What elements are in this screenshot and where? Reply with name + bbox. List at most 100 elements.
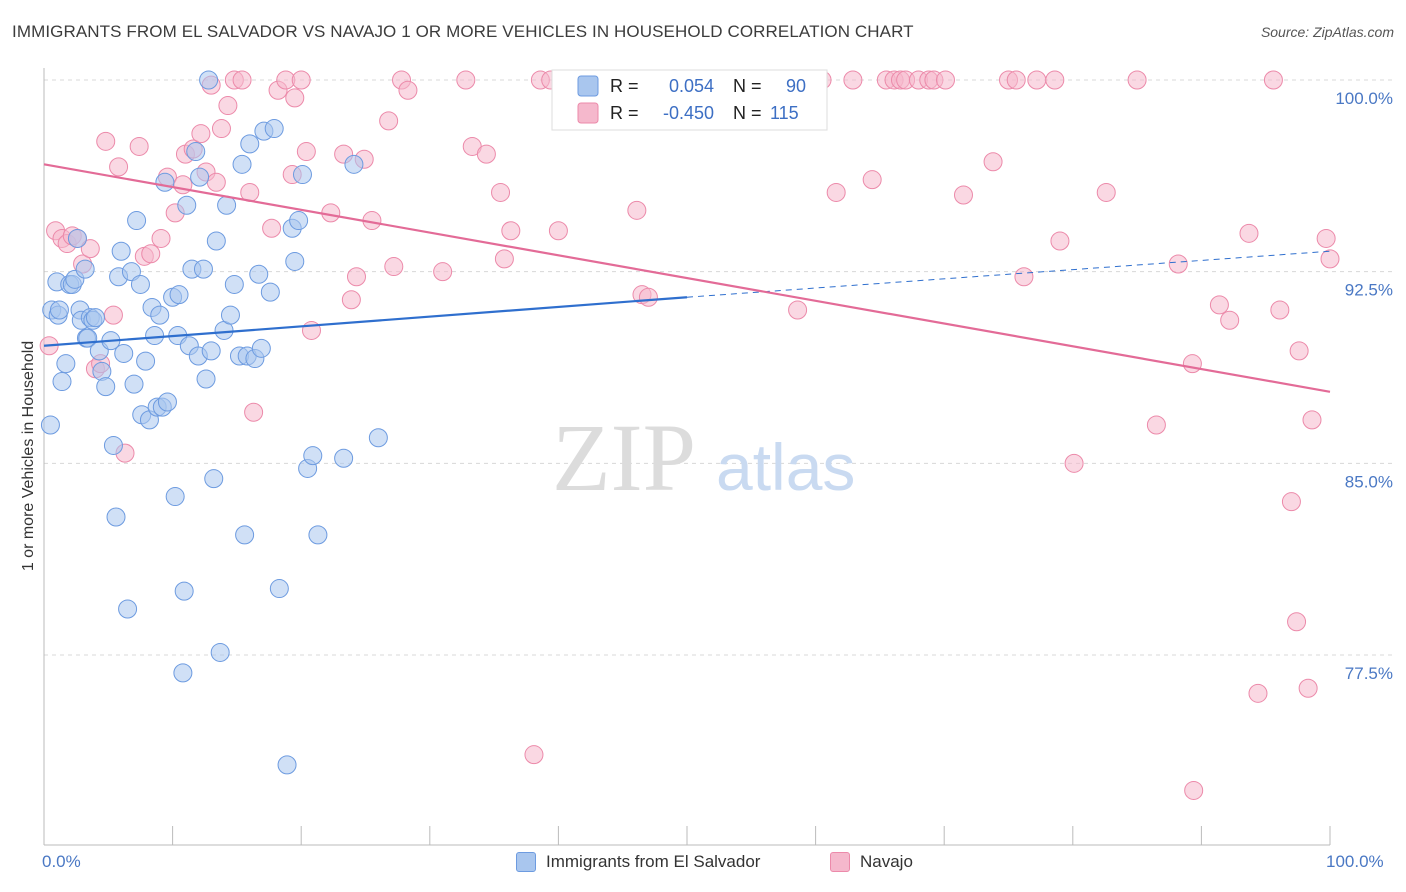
navajo-point-47 — [379, 111, 399, 131]
stats-pink-n-label: N = — [733, 103, 762, 123]
navajo-point-114 — [1320, 249, 1340, 269]
el-salvador-point-44 — [165, 487, 185, 507]
legend-item-el-salvador[interactable]: Immigrants from El Salvador — [516, 852, 760, 872]
navajo-point-107 — [1270, 300, 1290, 320]
legend-swatch-pink — [830, 852, 850, 872]
navajo-point-30 — [232, 70, 252, 90]
el-salvador-point-63 — [217, 195, 237, 215]
navajo-point-104 — [1239, 223, 1259, 243]
el-salvador-point-54 — [190, 167, 210, 187]
navajo-point-78 — [862, 170, 882, 190]
el-salvador-point-47 — [173, 663, 193, 683]
navajo-point-11 — [103, 305, 123, 325]
navajo-point-26 — [206, 172, 226, 192]
el-salvador-point-87 — [344, 154, 364, 174]
el-salvador-point-5 — [52, 372, 72, 392]
watermark-atlas: atlas — [716, 430, 855, 504]
navajo-point-103 — [1220, 310, 1240, 330]
navajo-point-16 — [141, 244, 161, 264]
stats-pink-swatch — [577, 102, 599, 124]
navajo-point-38 — [291, 70, 311, 90]
navajo-point-76 — [826, 182, 846, 202]
el-salvador-point-42 — [157, 392, 177, 412]
navajo-point-109 — [1287, 612, 1307, 632]
el-salvador-point-32 — [130, 274, 150, 294]
navajo-point-55 — [491, 182, 511, 202]
navajo-point-61 — [548, 221, 568, 241]
navajo-point-95 — [1064, 453, 1084, 473]
el-salvador-point-58 — [201, 341, 221, 361]
el-salvador-point-26 — [111, 241, 131, 261]
el-salvador-point-39 — [150, 305, 170, 325]
navajo-point-51 — [433, 262, 453, 282]
el-salvador-point-76 — [264, 119, 284, 139]
el-salvador-point-28 — [118, 599, 138, 619]
el-salvador-point-88 — [368, 428, 388, 448]
stats-legend-box: R = 0.054 N = 90 R = -0.450 N = 115 — [551, 69, 828, 131]
el-salvador-point-4 — [49, 300, 69, 320]
navajo-point-86 — [935, 70, 955, 90]
navajo-point-99 — [1168, 254, 1188, 274]
el-salvador-point-59 — [204, 469, 224, 489]
el-salvador-point-77 — [269, 579, 289, 599]
el-salvador-point-6 — [56, 354, 76, 374]
navajo-point-92 — [1027, 70, 1047, 90]
navajo-point-98 — [1146, 415, 1166, 435]
chart-title: IMMIGRANTS FROM EL SALVADOR VS NAVAJO 1 … — [12, 22, 914, 41]
navajo-point-67 — [638, 287, 658, 307]
navajo-point-52 — [456, 70, 476, 90]
navajo-point-72 — [788, 300, 808, 320]
y-axis-label: 1 or more Vehicles in Household — [20, 341, 37, 571]
el-salvador-point-23 — [103, 435, 123, 455]
navajo-point-23 — [191, 124, 211, 144]
legend-label-el-salvador: Immigrants from El Salvador — [546, 852, 761, 871]
el-salvador-point-21 — [96, 377, 116, 397]
navajo-point-65 — [627, 200, 647, 220]
el-salvador-point-31 — [127, 211, 147, 231]
el-salvador-point-55 — [193, 259, 213, 279]
navajo-point-90 — [1006, 70, 1026, 90]
navajo-point-58 — [524, 745, 544, 765]
el-salvador-point-0 — [40, 415, 60, 435]
el-salvador-point-56 — [196, 369, 216, 389]
el-salvador-point-70 — [240, 134, 260, 154]
legend-item-navajo[interactable]: Navajo — [830, 852, 913, 872]
navajo-point-108 — [1281, 492, 1301, 512]
navajo-point-48 — [384, 257, 404, 277]
watermark-zip: ZIP — [552, 404, 696, 511]
navajo-point-96 — [1096, 182, 1116, 202]
x-tick-label-min: 0.0% — [42, 852, 81, 871]
stats-pink-r-label: R = — [610, 103, 639, 123]
navajo-point-12 — [109, 157, 129, 177]
navajo-point-101 — [1184, 780, 1204, 800]
y-tick-labels: 100.0% 92.5% 85.0% 77.5% — [1335, 89, 1393, 683]
y-tick-label-1: 92.5% — [1345, 281, 1393, 300]
navajo-point-94 — [1050, 231, 1070, 251]
navajo-point-17 — [151, 228, 171, 248]
navajo-point-39 — [296, 142, 316, 162]
navajo-point-97 — [1127, 70, 1147, 90]
el-salvador-point-80 — [285, 251, 305, 271]
el-salvador-point-61 — [210, 642, 230, 662]
navajo-point-7 — [80, 239, 100, 259]
el-salvador-point-82 — [292, 165, 312, 185]
el-salvador-point-52 — [186, 142, 206, 162]
navajo-point-50 — [398, 80, 418, 100]
navajo-point-28 — [218, 96, 238, 116]
el-salvador-point-64 — [220, 305, 240, 325]
navajo-point-91 — [1014, 267, 1034, 287]
el-salvador-point-86 — [334, 448, 354, 468]
navajo-point-43 — [341, 290, 361, 310]
el-salvador-point-78 — [277, 755, 297, 775]
legend-label-navajo: Navajo — [860, 852, 913, 871]
navajo-point-100 — [1182, 354, 1202, 374]
navajo-point-14 — [129, 136, 149, 156]
el-salvador-trend-line — [43, 296, 688, 347]
el-salvador-point-60 — [206, 231, 226, 251]
el-salvador-point-34 — [136, 351, 156, 371]
el-salvador-point-48 — [174, 581, 194, 601]
navajo-point-102 — [1209, 295, 1229, 315]
navajo-point-93 — [1045, 70, 1065, 90]
el-salvador-point-84 — [303, 446, 323, 466]
